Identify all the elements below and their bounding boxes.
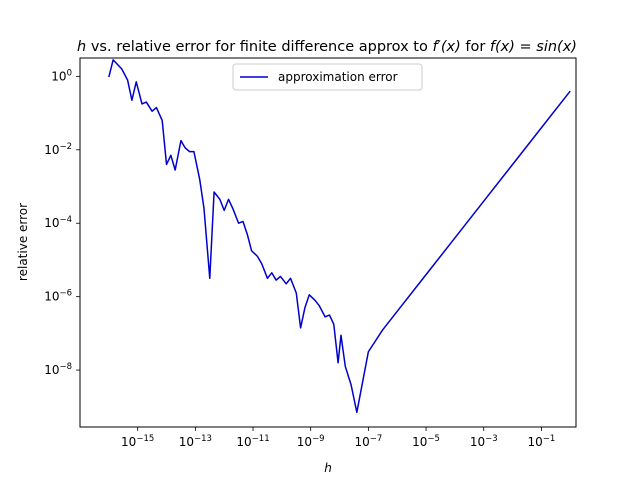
legend: approximation error (232, 63, 423, 91)
x-tick-label-4: 10−7 (354, 434, 382, 449)
x-tick-label-5: 10−5 (412, 434, 440, 449)
y-tick-label-2: 10−4 (44, 215, 72, 230)
x-tick-label-1: 10−13 (179, 434, 212, 449)
x-tick-label-0: 10−15 (121, 434, 154, 449)
y-axis: 100 10−2 10−4 10−6 10−8 (44, 68, 80, 377)
y-tick-label-4: 10−8 (44, 362, 72, 377)
title-h: h (77, 39, 86, 55)
x-axis-label: h (324, 461, 332, 475)
y-tick-label-0: 100 (51, 68, 72, 83)
title-fprime: f′(x) (432, 39, 460, 55)
y-tick-label-1: 10−2 (44, 142, 72, 157)
chart-title: h vs. relative error for finite differen… (77, 39, 577, 55)
y-axis-label: relative error (16, 203, 30, 281)
title-for: for (461, 39, 490, 55)
x-axis: 10−15 10−13 10−11 10−9 10−7 10−5 10−3 10−1 (121, 427, 555, 449)
x-tick-label-6: 10−3 (470, 434, 498, 449)
x-tick-label-3: 10−9 (297, 434, 325, 449)
title-fx: f(x) = sin(x) (490, 39, 577, 55)
y-tick-label-3: 10−6 (44, 289, 72, 304)
x-tick-label-2: 10−11 (236, 434, 269, 449)
title-vs: vs. relative error for finite difference… (86, 39, 432, 55)
legend-label: approximation error (278, 70, 398, 84)
legend-box (232, 63, 423, 91)
series-line-approximation-error (108, 59, 571, 414)
plot-area (79, 57, 577, 428)
x-tick-label-7: 10−1 (527, 434, 555, 449)
